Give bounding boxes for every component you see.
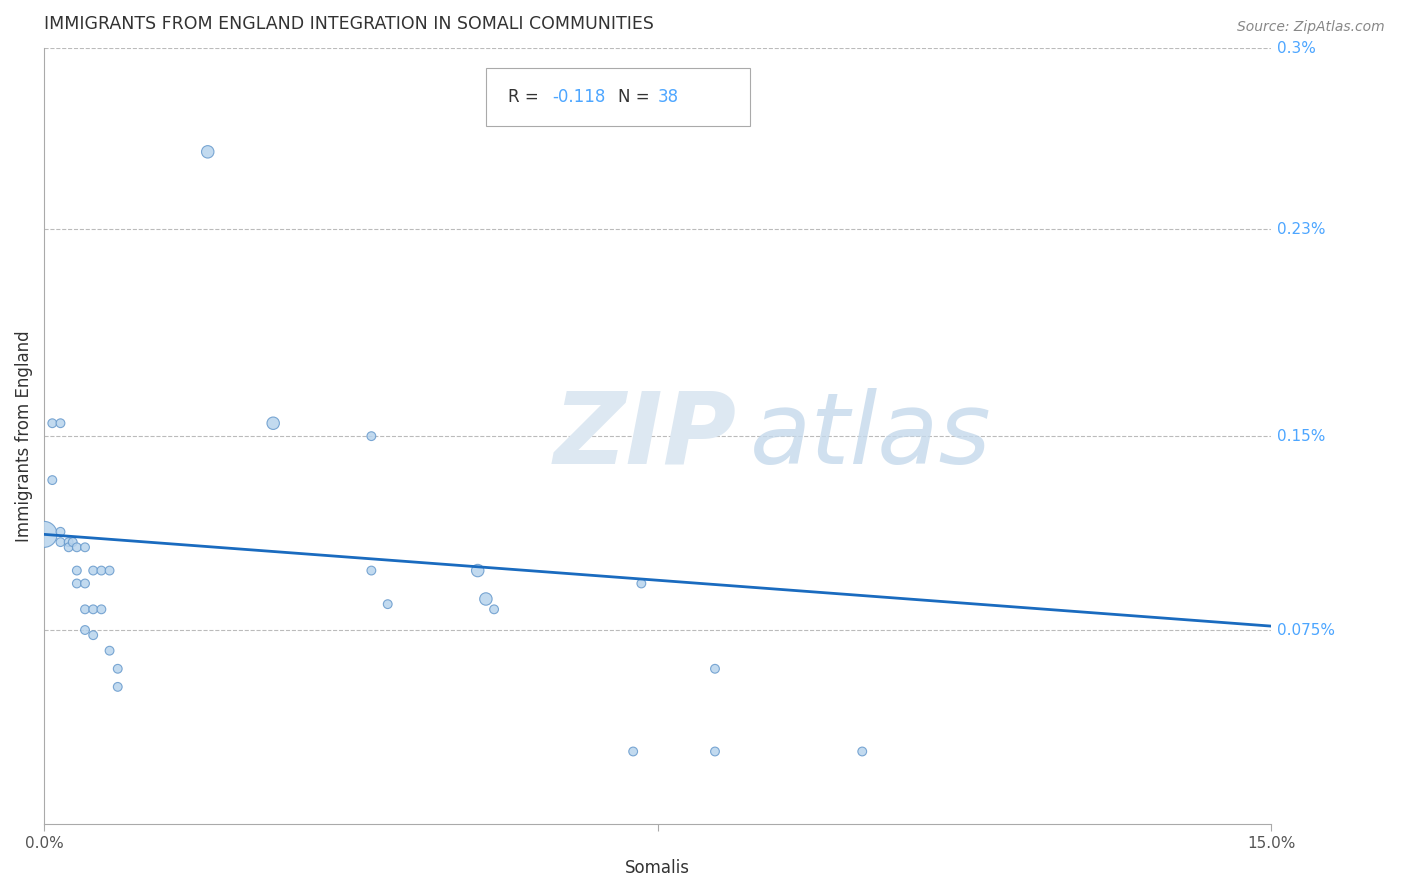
Text: 0.15%: 0.15% xyxy=(1278,429,1326,443)
Point xyxy=(66,576,89,591)
Text: -0.118: -0.118 xyxy=(553,88,606,106)
Text: Source: ZipAtlas.com: Source: ZipAtlas.com xyxy=(1237,20,1385,34)
Point xyxy=(82,602,104,616)
Text: atlas: atlas xyxy=(749,388,991,484)
Point xyxy=(73,623,96,637)
Y-axis label: Immigrants from England: Immigrants from England xyxy=(15,330,32,542)
Point xyxy=(107,680,129,694)
Point xyxy=(851,744,873,758)
Point xyxy=(704,662,727,676)
Point xyxy=(475,592,498,607)
Point xyxy=(90,564,112,578)
Point xyxy=(66,564,89,578)
Point xyxy=(467,564,489,578)
Point xyxy=(58,535,80,549)
Point xyxy=(73,602,96,616)
Point xyxy=(360,429,382,443)
Text: IMMIGRANTS FROM ENGLAND INTEGRATION IN SOMALI COMMUNITIES: IMMIGRANTS FROM ENGLAND INTEGRATION IN S… xyxy=(44,15,654,33)
Point xyxy=(41,416,63,430)
Point xyxy=(82,564,104,578)
FancyBboxPatch shape xyxy=(486,68,749,126)
Point xyxy=(49,535,72,549)
Point xyxy=(98,564,121,578)
Point xyxy=(49,524,72,539)
Point xyxy=(90,602,112,616)
X-axis label: Somalis: Somalis xyxy=(626,859,690,877)
Text: 0.3%: 0.3% xyxy=(1278,41,1316,56)
Point xyxy=(107,662,129,676)
Point xyxy=(360,564,382,578)
Point xyxy=(704,744,727,758)
Text: 38: 38 xyxy=(658,88,679,106)
Text: N =: N = xyxy=(619,88,655,106)
Point xyxy=(262,416,284,430)
Point xyxy=(82,628,104,642)
Point xyxy=(621,744,644,758)
Text: 0.23%: 0.23% xyxy=(1278,222,1326,237)
Text: ZIP: ZIP xyxy=(554,388,737,484)
Point xyxy=(630,576,652,591)
Point xyxy=(197,145,219,159)
Point xyxy=(41,473,63,487)
Point xyxy=(377,597,399,611)
Point xyxy=(62,535,84,549)
Text: R =: R = xyxy=(508,88,544,106)
Point xyxy=(98,643,121,657)
Text: 0.075%: 0.075% xyxy=(1278,623,1336,638)
Point xyxy=(49,416,72,430)
Point xyxy=(73,576,96,591)
Point xyxy=(66,541,89,555)
Point xyxy=(58,541,80,555)
Point xyxy=(73,541,96,555)
Point xyxy=(32,527,55,541)
Point xyxy=(482,602,505,616)
